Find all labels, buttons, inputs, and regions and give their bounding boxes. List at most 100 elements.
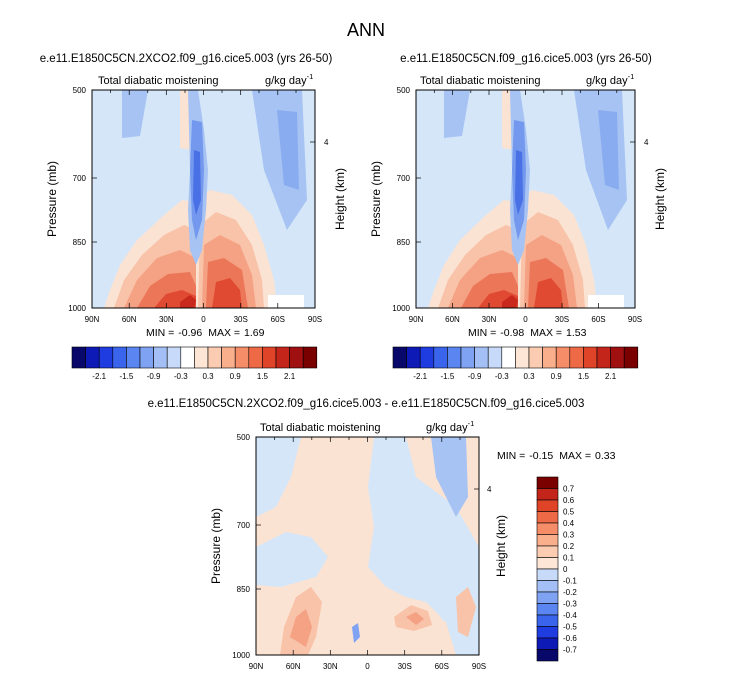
x-tick-label: 30S <box>234 315 248 324</box>
colorbar-tick-label: 1.5 <box>257 372 269 381</box>
colorbar-swatch <box>460 346 475 369</box>
panel2-field <box>416 90 635 308</box>
panel1-y-ticks: 500 700 850 1000 <box>68 86 86 313</box>
panel2-minor-ticks <box>416 90 635 308</box>
panel1-variable-label: Total diabatic moistening <box>98 75 218 87</box>
colorbar-difference: 0.7 0.6 0.5 0.4 0.3 0.2 0.1 0 -0.1 -0.2 -0.3 -0.4 -0… <box>536 476 577 662</box>
panel2-minmax: MIN = -0.98 MAX = 1.53 <box>468 327 587 339</box>
x-tick-label: 60N <box>286 662 301 671</box>
panel1-plot: Total diabatic moistening g/kg day-1 500… <box>45 72 347 339</box>
colorbar-tick-label: 2.1 <box>605 372 617 381</box>
colorbar-swatch <box>536 637 559 650</box>
colorbar-tick-label: 0.1 <box>563 554 575 563</box>
colorbar-swatch <box>501 346 516 369</box>
colorbar-swatch <box>536 649 559 662</box>
max-value: 1.69 <box>244 327 265 339</box>
colorbar-swatch <box>194 346 209 369</box>
colorbar-swatch <box>528 346 543 369</box>
x-tick-label: 60S <box>591 315 605 324</box>
x-tick-label: 60N <box>122 315 137 324</box>
panel3-variable-label: Total diabatic moistening <box>260 422 380 434</box>
y-tick-label: 1000 <box>232 651 250 660</box>
colorbar-swatch <box>536 568 559 581</box>
y-tick-label: 1000 <box>392 304 410 313</box>
colorbar-swatch <box>610 346 625 369</box>
panel2-plot: Total diabatic moistening g/kg day-1 500… <box>369 72 667 339</box>
x-tick-label: 30N <box>323 662 338 671</box>
max-label: MAX = <box>530 327 562 339</box>
colorbar-swatch <box>536 557 559 570</box>
colorbar-tick-label: -0.2 <box>563 588 577 597</box>
colorbar-tick-label: -0.1 <box>563 577 577 586</box>
y-tick-label: 700 <box>73 174 87 183</box>
colorbar-swatch <box>487 346 503 369</box>
x-tick-label: 60S <box>435 662 449 671</box>
x-tick-label: 60S <box>271 315 285 324</box>
colorbar-swatch <box>555 346 571 369</box>
colorbar-swatch <box>166 346 182 369</box>
colorbar-tick-label: -0.7 <box>563 646 577 655</box>
x-tick-label: 90S <box>472 662 486 671</box>
colorbar-swatch <box>275 346 290 369</box>
x-tick-label: 90S <box>628 315 642 324</box>
colorbar-swatch <box>596 346 611 369</box>
colorbar-swatch <box>536 522 559 535</box>
max-label: MAX = <box>559 450 591 462</box>
panel1-title: e.e11.E1850C5CN.2XCO2.f09_g16.cice5.003 … <box>40 53 333 65</box>
y-tick-label: 850 <box>397 238 411 247</box>
panel1-ylabel-right: Height (km) <box>333 168 347 230</box>
colorbar-swatch <box>536 534 559 547</box>
min-label: MIN = <box>468 327 496 339</box>
panel2-title: e.e11.E1850C5CN.f09_g16.cice5.003 (yrs 2… <box>400 53 652 65</box>
min-value: -0.98 <box>500 327 524 339</box>
panel1-minor-ticks <box>92 90 315 308</box>
panel2-x-ticks: 90N 60N 30N 0 30S 60S 90S <box>409 315 642 324</box>
colorbar-swatch <box>536 580 559 593</box>
colorbar-top-left: -2.1 -1.5 -0.9 -0.3 0.3 0.9 1.5 2.1 <box>71 346 318 381</box>
colorbar-swatch <box>623 346 639 369</box>
colorbar-swatch <box>536 511 559 524</box>
x-tick-label: 90N <box>85 315 100 324</box>
x-tick-label: 60N <box>445 315 460 324</box>
y-tick-label: 500 <box>73 86 87 95</box>
colorbar-tick-label: -0.9 <box>468 372 482 381</box>
colorbar-swatch <box>392 346 407 369</box>
x-tick-label: 90S <box>308 315 322 324</box>
x-tick-label: 0 <box>523 315 528 324</box>
colorbar-top-right: -2.1 -1.5 -0.9 -0.3 0.3 0.9 1.5 2.1 <box>392 346 639 381</box>
y-tick-label: 500 <box>397 86 411 95</box>
y-tick-label: 1000 <box>68 304 86 313</box>
colorbar-tick-label: -0.4 <box>563 611 577 620</box>
x-tick-label: 0 <box>365 662 370 671</box>
y-tick-label: 850 <box>73 238 87 247</box>
colorbar-swatch <box>248 346 263 369</box>
colorbar-swatch <box>207 346 222 369</box>
colorbar-tick-label: -0.3 <box>563 600 577 609</box>
panel3-minmax: MIN = -0.15 MAX = 0.33 <box>497 450 616 462</box>
colorbar-swatch <box>515 346 530 369</box>
y-tick-label: 850 <box>237 585 251 594</box>
colorbar-swatch <box>71 346 86 369</box>
colorbar-swatch <box>536 626 559 639</box>
colorbar-tick-label: 0.4 <box>563 519 575 528</box>
panel1-ylabel: Pressure (mb) <box>45 161 59 237</box>
x-tick-label: 30S <box>398 662 412 671</box>
colorbar-swatch <box>180 346 195 369</box>
colorbar-swatch <box>112 346 127 369</box>
panel2-ylabel-right: Height (km) <box>653 168 667 230</box>
colorbar-swatch <box>139 346 154 369</box>
colorbar-tick-label: 0 <box>563 565 568 574</box>
panel3-units: g/kg day-1 <box>426 419 474 434</box>
colorbar-swatch <box>583 346 598 369</box>
colorbar-tick-label: 0.3 <box>202 372 214 381</box>
panel3-y-ticks: 500 700 850 1000 <box>232 433 250 660</box>
min-value: -0.15 <box>529 450 553 462</box>
colorbar-swatch <box>419 346 435 369</box>
panel1-height-tick: 4 <box>324 138 329 147</box>
colorbar-swatch <box>406 346 421 369</box>
y-tick-label: 700 <box>237 521 251 530</box>
figure-title: ANN <box>347 20 385 40</box>
panel3-height-tick: 4 <box>487 485 492 494</box>
colorbar-swatch <box>569 346 584 369</box>
